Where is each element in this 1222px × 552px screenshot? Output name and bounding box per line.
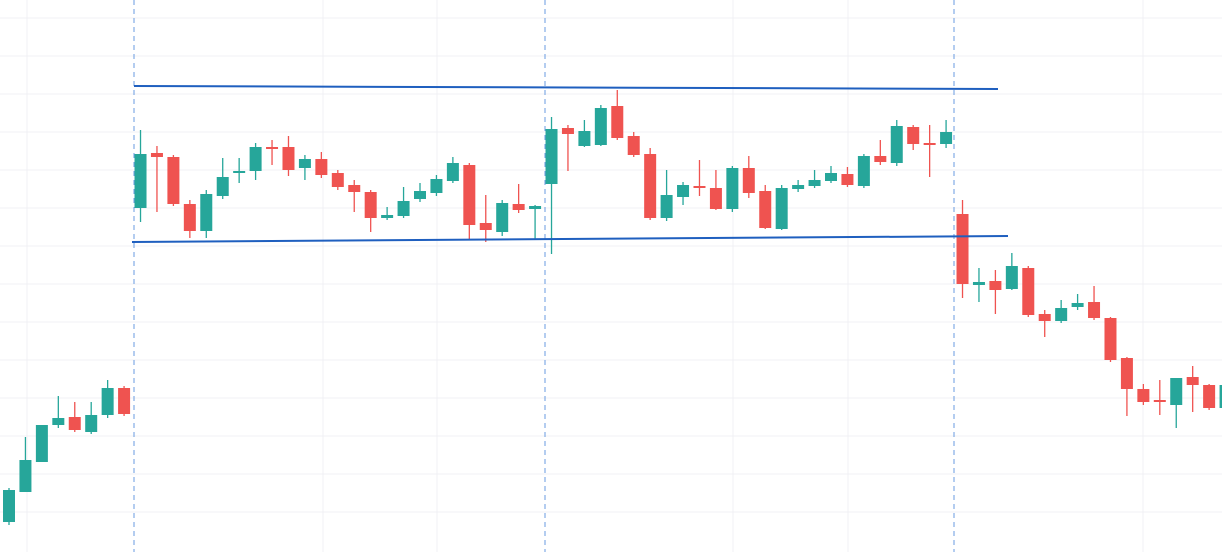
candle-body [825, 173, 837, 181]
candle-body [1104, 318, 1117, 360]
candle-body [1071, 303, 1084, 307]
candle-body [68, 417, 81, 430]
candle-body [759, 191, 772, 228]
candle-body [693, 186, 706, 188]
candle-body [726, 168, 739, 209]
candle-body [35, 425, 48, 462]
candle-body [381, 215, 394, 218]
candle-body [775, 188, 788, 229]
candle-body [1120, 358, 1133, 389]
candle-body [1137, 389, 1150, 402]
candle-body [183, 204, 196, 231]
candle-body [200, 194, 213, 231]
candle-body [233, 171, 246, 173]
candle-body [611, 106, 624, 138]
candle-body [709, 188, 722, 209]
candle-body [85, 415, 98, 432]
candle-body [627, 136, 640, 155]
candle-body [890, 126, 903, 163]
candle-body [874, 156, 887, 162]
candle-body [463, 165, 476, 225]
candle-body [529, 206, 542, 209]
candle-body [446, 163, 459, 181]
candle-body [660, 195, 673, 218]
candle-body [266, 147, 279, 149]
candle-body [561, 128, 574, 134]
candle-body [512, 204, 525, 210]
candle-body [1055, 308, 1068, 321]
candle-body [1038, 314, 1051, 321]
candle-body [1203, 385, 1216, 408]
candle-body [430, 179, 443, 193]
candle-body [315, 159, 328, 175]
session-separators [133, 0, 955, 552]
candle-body [545, 129, 558, 184]
candle-body [742, 168, 755, 193]
candle-body [1219, 385, 1222, 408]
candle-body [19, 460, 32, 492]
candle-body [348, 185, 361, 192]
candle-body [397, 201, 410, 216]
candle-body [857, 156, 870, 186]
candle-body [907, 127, 920, 144]
trend-lines [131, 85, 1009, 243]
candle-body [118, 388, 131, 414]
candle-body [150, 153, 163, 157]
candle-body [364, 192, 377, 218]
candle-body [808, 180, 821, 186]
candle-body [1186, 377, 1199, 385]
candle-body [52, 418, 65, 425]
candles [3, 90, 1222, 525]
candle-body [101, 388, 114, 415]
candle-body [1170, 378, 1183, 405]
candle-body [298, 159, 311, 168]
candle-body [1088, 302, 1101, 318]
candle-body [578, 131, 591, 146]
candle-body [594, 108, 607, 145]
candle-body [331, 173, 344, 187]
candle-body [479, 223, 492, 230]
candle-body [972, 282, 985, 285]
candle-body [956, 214, 969, 284]
candle-body [414, 191, 426, 199]
candle-body [167, 157, 180, 204]
candle-body [1153, 400, 1166, 402]
candle-body [282, 147, 295, 170]
candle-body [1022, 268, 1035, 315]
candle-body [677, 185, 690, 197]
candle-body [3, 490, 15, 522]
candle-body [923, 143, 936, 145]
candle-body [940, 132, 953, 144]
candle-body [249, 147, 262, 171]
candle-body [989, 281, 1002, 290]
candle-body [134, 154, 147, 208]
candle-body [496, 203, 509, 232]
candle-body [1005, 266, 1018, 289]
candle-body [841, 174, 854, 185]
candle-body [216, 177, 229, 196]
candle-body [792, 185, 805, 189]
candle-body [644, 154, 657, 218]
